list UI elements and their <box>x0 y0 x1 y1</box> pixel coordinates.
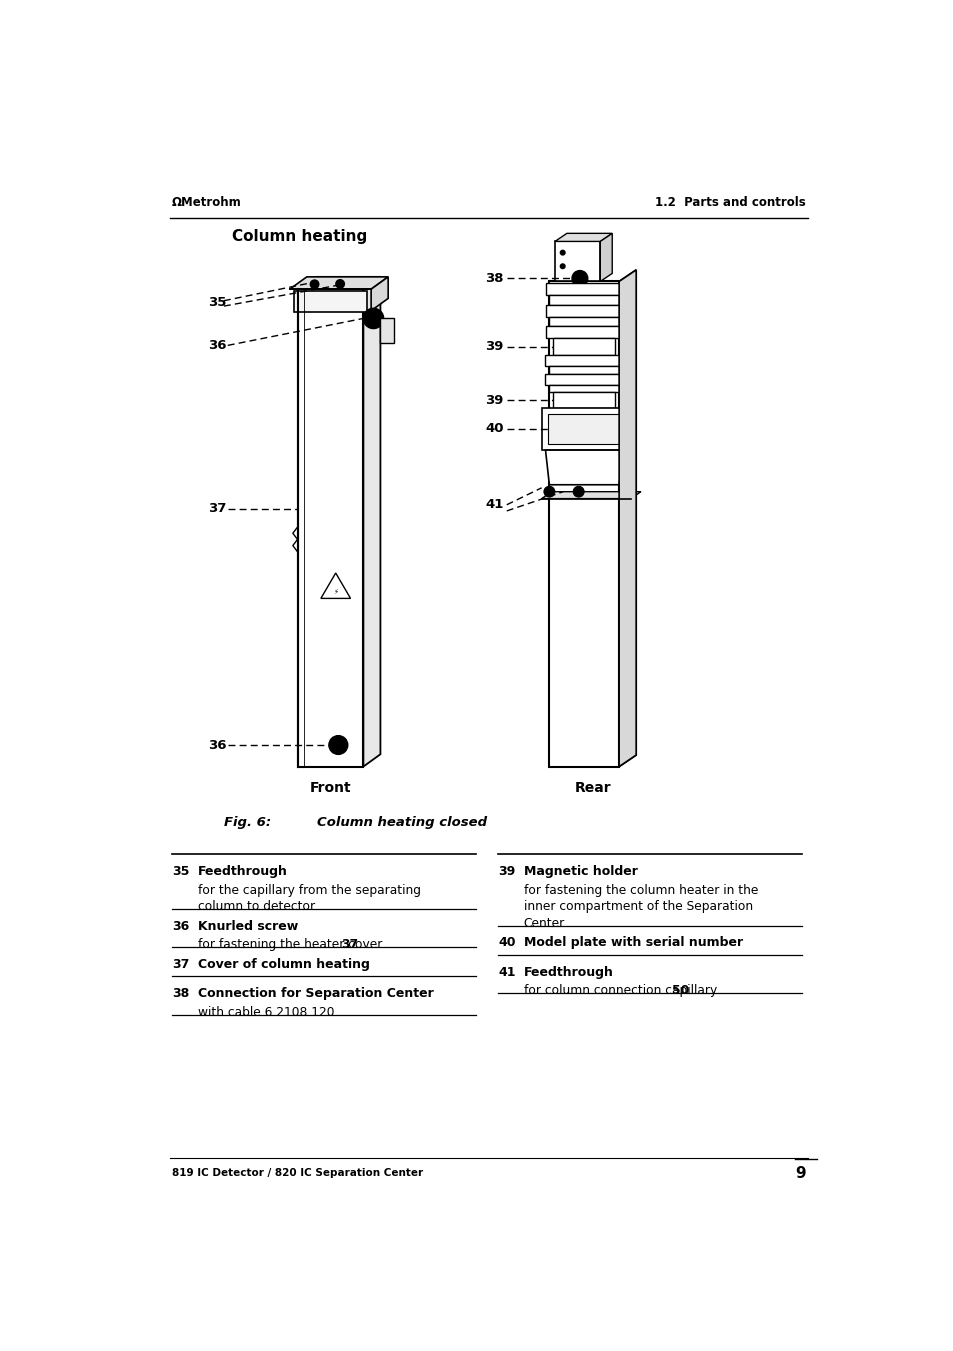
Polygon shape <box>549 385 618 392</box>
Circle shape <box>573 486 583 497</box>
Text: 50: 50 <box>672 984 689 997</box>
Polygon shape <box>553 339 615 355</box>
Text: Rear: Rear <box>574 781 611 796</box>
Circle shape <box>543 486 555 497</box>
Polygon shape <box>294 290 367 312</box>
Text: Feedthrough: Feedthrough <box>523 966 613 978</box>
Circle shape <box>329 736 347 754</box>
Text: for the capillary from the separating: for the capillary from the separating <box>197 884 420 897</box>
Polygon shape <box>544 374 623 385</box>
Text: 37: 37 <box>341 939 358 951</box>
Polygon shape <box>549 366 618 374</box>
Circle shape <box>368 313 378 324</box>
Polygon shape <box>549 296 618 304</box>
Text: 40: 40 <box>497 936 516 950</box>
Polygon shape <box>618 270 636 766</box>
Text: 1.2  Parts and controls: 1.2 Parts and controls <box>655 196 805 208</box>
Polygon shape <box>555 242 599 281</box>
Text: for fastening the heater cover: for fastening the heater cover <box>197 939 385 951</box>
Text: ΩMetrohm: ΩMetrohm <box>172 196 241 208</box>
Text: 36: 36 <box>172 920 189 932</box>
Text: 36: 36 <box>208 339 227 351</box>
Polygon shape <box>618 270 636 766</box>
Text: 819 IC Detector / 820 IC Separation Center: 819 IC Detector / 820 IC Separation Cent… <box>172 1169 422 1178</box>
Polygon shape <box>320 573 350 598</box>
Polygon shape <box>290 277 388 289</box>
Text: Knurled screw: Knurled screw <box>197 920 297 932</box>
Polygon shape <box>599 234 612 281</box>
Circle shape <box>363 308 383 328</box>
Circle shape <box>576 274 583 282</box>
Text: for fastening the column heater in the: for fastening the column heater in the <box>523 884 758 897</box>
Circle shape <box>572 270 587 286</box>
Text: 36: 36 <box>208 739 227 751</box>
Text: 37: 37 <box>208 503 227 515</box>
Polygon shape <box>545 282 622 296</box>
Text: Feedthrough: Feedthrough <box>197 865 287 878</box>
Text: with cable 6.2108.120: with cable 6.2108.120 <box>197 1005 334 1019</box>
Text: 38: 38 <box>484 272 503 285</box>
Text: 41: 41 <box>484 499 503 511</box>
Polygon shape <box>541 408 626 450</box>
Text: 35: 35 <box>208 296 227 309</box>
Polygon shape <box>545 326 622 339</box>
Polygon shape <box>297 289 363 766</box>
Polygon shape <box>371 277 388 311</box>
Polygon shape <box>547 413 620 444</box>
Text: 39: 39 <box>484 340 503 354</box>
Circle shape <box>559 250 564 255</box>
Polygon shape <box>544 355 623 366</box>
Text: Center: Center <box>523 917 564 929</box>
Circle shape <box>559 263 564 269</box>
Text: Magnetic holder: Magnetic holder <box>523 865 637 878</box>
Text: Cover of column heating: Cover of column heating <box>197 958 369 971</box>
Polygon shape <box>553 392 615 408</box>
Polygon shape <box>545 304 622 317</box>
Text: ⚡: ⚡ <box>333 589 337 596</box>
Text: 40: 40 <box>484 423 503 435</box>
Text: Column heating closed: Column heating closed <box>316 816 486 828</box>
Polygon shape <box>549 317 618 326</box>
Text: Column heating: Column heating <box>232 230 367 245</box>
Circle shape <box>333 740 343 750</box>
Polygon shape <box>541 492 640 499</box>
Text: 39: 39 <box>484 393 503 407</box>
Polygon shape <box>555 234 612 242</box>
Text: 9: 9 <box>795 1166 805 1181</box>
Polygon shape <box>297 277 380 289</box>
Text: Fig. 6:: Fig. 6: <box>224 816 271 828</box>
Polygon shape <box>363 277 380 766</box>
Text: Connection for Separation Center: Connection for Separation Center <box>197 988 433 1000</box>
Circle shape <box>335 280 344 288</box>
Text: 35: 35 <box>172 865 189 878</box>
Text: 38: 38 <box>172 988 189 1000</box>
Text: Model plate with serial number: Model plate with serial number <box>523 936 742 950</box>
Polygon shape <box>549 281 618 766</box>
Text: inner compartment of the Separation: inner compartment of the Separation <box>523 900 752 913</box>
Text: 39: 39 <box>497 865 515 878</box>
Text: 41: 41 <box>497 966 516 978</box>
Circle shape <box>310 280 318 289</box>
Text: Front: Front <box>310 781 351 796</box>
Text: for column connection capillary: for column connection capillary <box>523 984 720 997</box>
Polygon shape <box>379 319 394 343</box>
Polygon shape <box>545 450 622 485</box>
Circle shape <box>619 486 630 497</box>
Text: 37: 37 <box>172 958 189 971</box>
Text: column to detector: column to detector <box>197 900 314 913</box>
